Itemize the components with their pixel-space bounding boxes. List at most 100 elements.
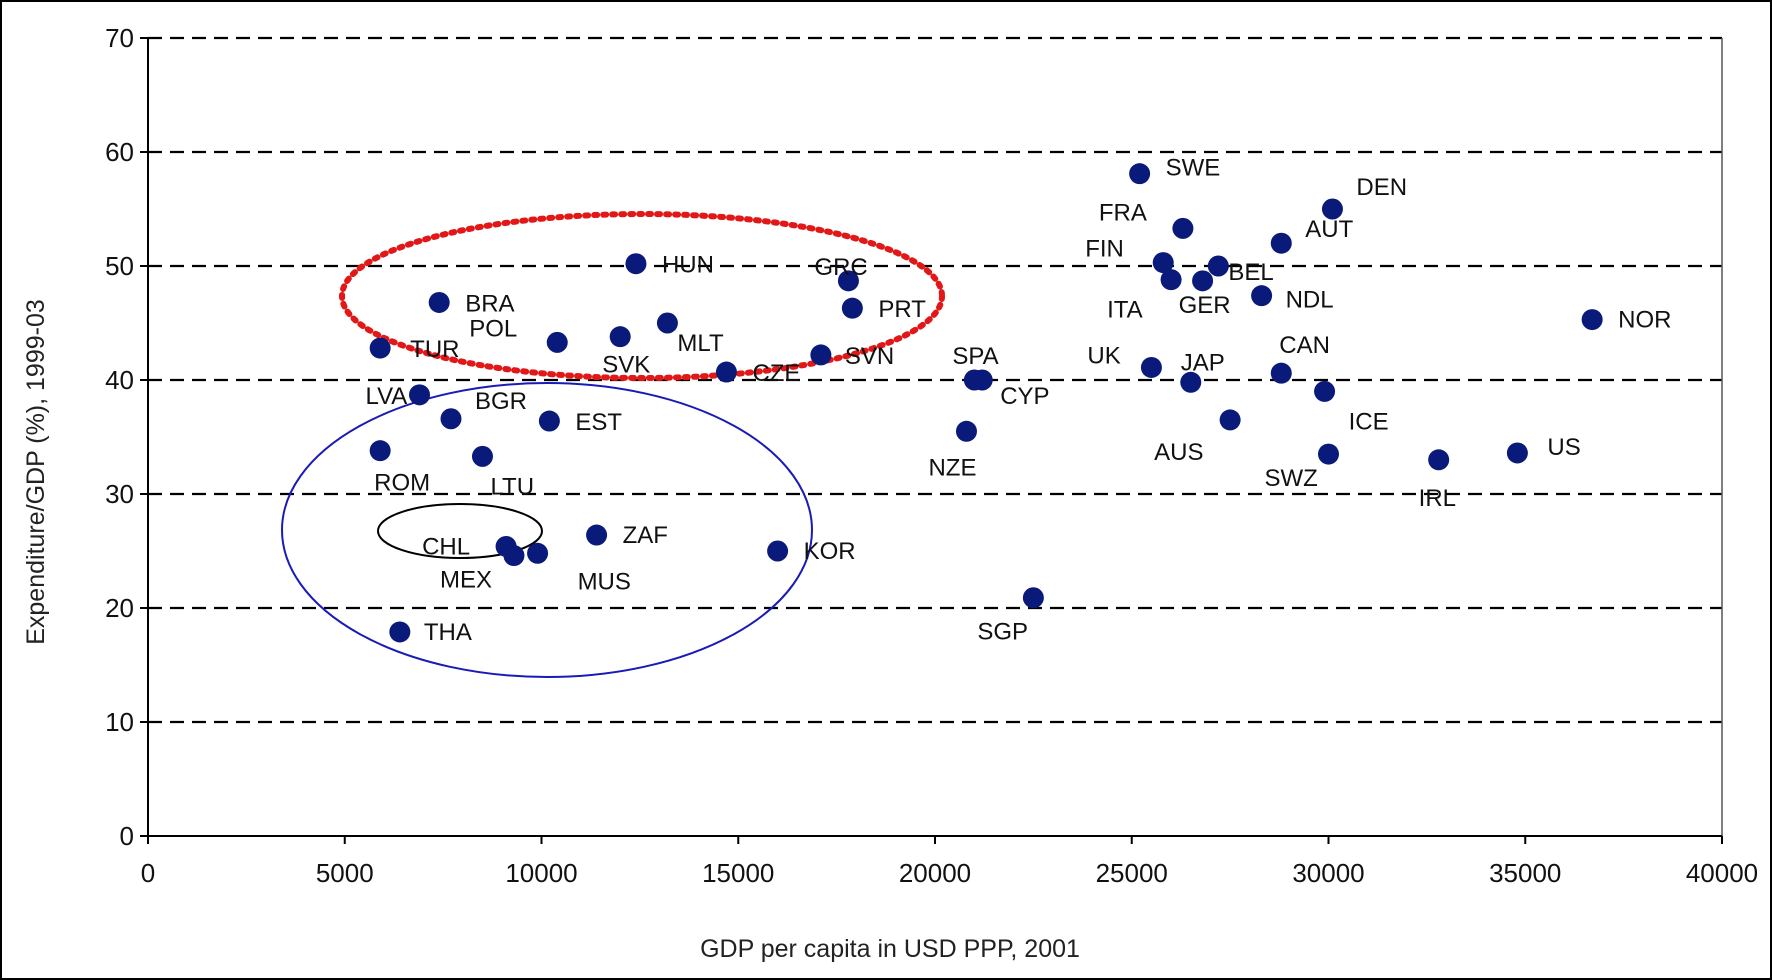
x-tick-label: 15000 — [702, 858, 774, 888]
point-label-est: EST — [575, 409, 622, 436]
data-point-svk — [609, 326, 631, 348]
data-point-mlt — [656, 312, 678, 334]
point-label-pol: POL — [469, 315, 517, 342]
y-tick-label: 60 — [105, 137, 134, 167]
data-point-tha — [389, 621, 411, 643]
point-label-tha: THA — [424, 619, 472, 646]
data-point-est — [538, 410, 560, 432]
data-point-jap — [1180, 371, 1202, 393]
point-label-mlt: MLT — [677, 330, 724, 357]
point-label-jap: JAP — [1181, 349, 1225, 376]
data-point-cze — [715, 361, 737, 383]
data-point-svn — [810, 344, 832, 366]
red-dotted-highlight-ellipse — [339, 211, 945, 381]
data-point-bra — [428, 291, 450, 313]
x-axis-title: GDP per capita in USD PPP, 2001 — [700, 935, 1080, 963]
point-label-svk: SVK — [602, 352, 650, 379]
data-point-can — [1270, 362, 1292, 384]
y-tick-label: 40 — [105, 365, 134, 395]
point-label-swz: SWZ — [1265, 465, 1318, 492]
point-label-uk: UK — [1087, 342, 1120, 369]
x-tick-label: 35000 — [1489, 858, 1561, 888]
data-point-cyp — [971, 369, 993, 391]
data-points — [369, 163, 1603, 643]
x-tick-label: 20000 — [899, 858, 971, 888]
black-highlight-ellipse — [377, 503, 543, 559]
data-point-zaf — [586, 524, 608, 546]
data-point-nze — [955, 420, 977, 442]
point-label-mex: MEX — [440, 567, 492, 594]
data-point-us — [1506, 442, 1528, 464]
point-label-bel: BEL — [1228, 259, 1273, 286]
x-tick-label: 10000 — [505, 858, 577, 888]
point-label-swe: SWE — [1166, 155, 1221, 182]
point-label-cyp: CYP — [1000, 383, 1049, 410]
data-point-ndl — [1251, 285, 1273, 307]
point-label-nze: NZE — [928, 454, 976, 481]
data-point-ice — [1314, 380, 1336, 402]
data-point-grc — [837, 270, 859, 292]
data-point-ltu — [471, 445, 493, 467]
y-tick-label: 50 — [105, 251, 134, 281]
point-label-mus: MUS — [578, 568, 631, 595]
point-label-ita: ITA — [1107, 297, 1143, 324]
point-label-lva: LVA — [366, 383, 408, 410]
point-label-ger: GER — [1179, 292, 1231, 319]
point-label-cze: CZE — [752, 360, 800, 387]
x-tick-label: 30000 — [1292, 858, 1364, 888]
data-point-den — [1321, 198, 1343, 220]
data-point-bel — [1207, 255, 1229, 277]
point-label-sgp: SGP — [977, 619, 1028, 646]
data-point-fin — [1152, 252, 1174, 274]
point-label-aus: AUS — [1154, 439, 1203, 466]
point-label-ltu: LTU — [490, 473, 534, 500]
y-tick-label: 20 — [105, 593, 134, 623]
data-point-ita — [1160, 269, 1182, 291]
data-point-sgp — [1022, 587, 1044, 609]
point-label-tur: TUR — [410, 336, 459, 363]
point-label-grc: GRC — [814, 254, 867, 281]
point-label-ice: ICE — [1349, 408, 1389, 435]
data-point-kor — [767, 540, 789, 562]
data-point-hun — [625, 253, 647, 275]
y-tick-label: 10 — [105, 707, 134, 737]
data-point-mus — [527, 542, 549, 564]
point-label-prt: PRT — [878, 296, 926, 323]
point-label-can: CAN — [1279, 332, 1330, 359]
point-label-ndl: NDL — [1286, 287, 1334, 314]
data-point-tur — [369, 337, 391, 359]
point-label-zaf: ZAF — [623, 522, 668, 549]
point-label-us: US — [1547, 434, 1580, 461]
x-tick-label: 5000 — [316, 858, 374, 888]
point-label-spa: SPA — [952, 343, 998, 370]
data-point-swe — [1129, 163, 1151, 185]
point-label-irl: IRL — [1419, 485, 1456, 512]
data-point-pol — [546, 331, 568, 353]
point-label-fin: FIN — [1085, 236, 1124, 263]
point-label-kor: KOR — [804, 538, 856, 565]
data-point-rom — [369, 440, 391, 462]
y-axis-title: Expenditure/GDP (%), 1999-03 — [22, 299, 50, 645]
point-label-fra: FRA — [1099, 199, 1147, 226]
data-point-mex — [503, 545, 525, 567]
point-label-svn: SVN — [845, 343, 894, 370]
point-label-chl: CHL — [422, 533, 470, 560]
axes: 0 10 20 30 40 50 60 70 0 5000 10000 15000 20000 25000… — [105, 23, 1758, 888]
y-tick-label: 70 — [105, 23, 134, 53]
data-point-bgr — [440, 408, 462, 430]
point-label-bgr: BGR — [475, 388, 527, 415]
point-label-nor: NOR — [1618, 307, 1671, 334]
data-point-uk — [1140, 356, 1162, 378]
x-tick-label: 40000 — [1686, 858, 1758, 888]
point-label-bra: BRA — [465, 290, 514, 317]
point-label-aut: AUT — [1305, 216, 1353, 243]
x-tick-label: 25000 — [1096, 858, 1168, 888]
data-point-swz — [1318, 443, 1339, 465]
data-point-prt — [841, 297, 863, 319]
grid-lines — [148, 36, 1722, 724]
point-label-den: DEN — [1356, 174, 1407, 201]
